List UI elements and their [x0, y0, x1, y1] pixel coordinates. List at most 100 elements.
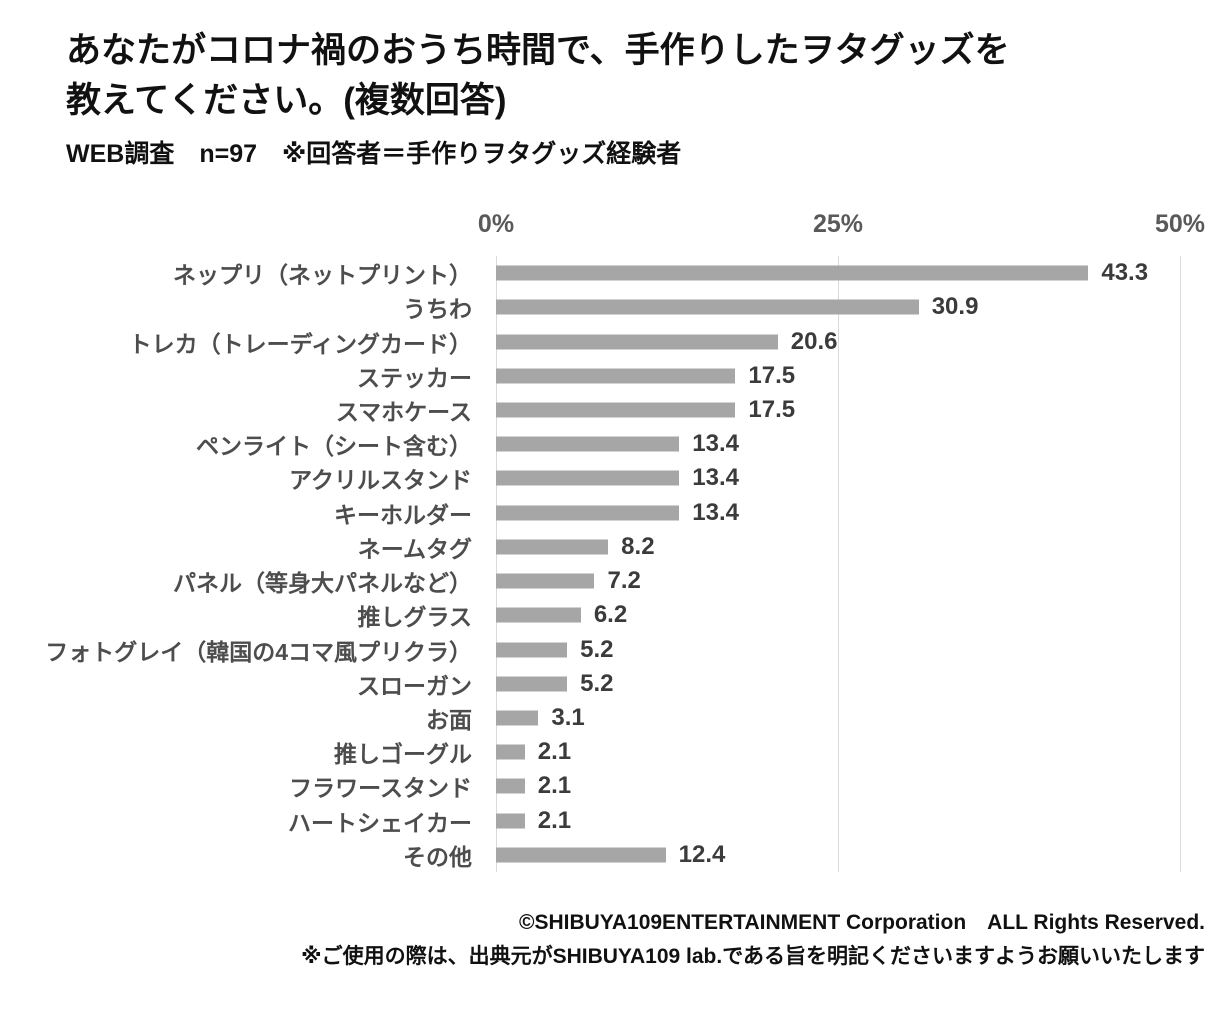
bar-track: 13.4 — [496, 461, 1180, 495]
bar-row: ネップリ（ネットプリント） 43.3 — [0, 256, 1229, 290]
bar-track: 6.2 — [496, 598, 1180, 632]
bar-track: 7.2 — [496, 564, 1180, 598]
value-label: 2.1 — [537, 772, 572, 800]
gridlines — [496, 256, 1181, 872]
bar-track: 17.5 — [496, 393, 1180, 427]
bar — [496, 778, 525, 794]
value-label: 13.4 — [692, 464, 740, 492]
category-label: 推しグラス — [357, 604, 472, 631]
source-note-text: ※ご使用の際は、出典元がSHIBUYA109 lab.である旨を明記くださいます… — [301, 945, 1205, 968]
category-label: お面 — [426, 706, 472, 733]
bar-track: 8.2 — [496, 530, 1180, 564]
bar — [496, 813, 525, 829]
category-label: その他 — [403, 843, 472, 870]
bar-track: 5.2 — [496, 632, 1180, 666]
gridline-0 — [496, 256, 497, 872]
category-label: ネームタグ — [357, 535, 472, 562]
bar-row: キーホルダー 13.4 — [0, 496, 1229, 530]
bar-track: 2.1 — [496, 769, 1180, 803]
chart-subtitle: WEB調査 n=97 ※回答者＝手作りヲタグッズ経験者 — [66, 140, 682, 168]
axis-tick-label: 0% — [477, 210, 515, 238]
bar — [496, 676, 568, 692]
bar — [496, 847, 666, 863]
bar — [496, 265, 1089, 281]
bar-row: スローガン 5.2 — [0, 667, 1229, 701]
bar-row: フォトグレイ（韓国の4コマ風プリクラ） 5.2 — [0, 632, 1229, 666]
category-label: キーホルダー — [334, 501, 472, 528]
value-label: 5.2 — [580, 635, 614, 663]
axis-tick-label: 25% — [812, 210, 864, 238]
bar-track: 12.4 — [496, 838, 1180, 872]
bar-track: 30.9 — [496, 290, 1180, 324]
category-label: うちわ — [403, 296, 472, 323]
value-label: 13.4 — [692, 498, 740, 526]
value-label: 30.9 — [931, 293, 979, 321]
category-label: トレカ（トレーディングカード） — [128, 330, 472, 357]
bar — [496, 607, 581, 623]
x-axis: 0% 25% 50% — [478, 210, 1205, 242]
axis-tick-label: 50% — [1154, 210, 1206, 238]
category-label: パネル（等身大パネルなど） — [173, 570, 472, 597]
bar-chart: ネップリ（ネットプリント） 43.3 うちわ 30.9 トレカ（トレーディングカード） 2… — [0, 256, 1229, 872]
bar-track: 5.2 — [496, 667, 1180, 701]
category-label: フラワースタンド — [289, 775, 472, 802]
bar-row: ステッカー 17.5 — [0, 359, 1229, 393]
bar-row: ペンライト（シート含む） 13.4 — [0, 427, 1229, 461]
value-label: 12.4 — [678, 840, 726, 868]
bar-row: ハートシェイカー 2.1 — [0, 804, 1229, 838]
value-label: 8.2 — [621, 532, 655, 560]
bar — [496, 642, 568, 658]
category-label: スマホケース — [335, 398, 472, 425]
category-label: ペンライト（シート含む） — [196, 433, 472, 460]
bar — [496, 368, 736, 384]
bar-row: お面 3.1 — [0, 701, 1229, 735]
value-label: 13.4 — [692, 430, 740, 458]
bar — [496, 334, 778, 350]
category-label: ステッカー — [357, 364, 472, 391]
bar-track: 13.4 — [496, 427, 1180, 461]
bar-row: パネル（等身大パネルなど） 7.2 — [0, 564, 1229, 598]
bar — [496, 436, 680, 452]
footer: ©SHIBUYA109ENTERTAINMENT Corporation ALL… — [301, 906, 1205, 974]
bar — [496, 470, 680, 486]
bar-row: スマホケース 17.5 — [0, 393, 1229, 427]
value-label: 2.1 — [537, 806, 572, 834]
bar — [496, 402, 736, 418]
bar-row: 推しゴーグル 2.1 — [0, 735, 1229, 769]
bar-track: 13.4 — [496, 496, 1180, 530]
value-label: 43.3 — [1101, 259, 1149, 287]
bar-row: ネームタグ 8.2 — [0, 530, 1229, 564]
gridline-25 — [838, 256, 839, 872]
bar-track: 3.1 — [496, 701, 1180, 735]
value-label: 7.2 — [607, 567, 641, 595]
bar — [496, 573, 595, 589]
bar — [496, 710, 539, 726]
bar-track: 20.6 — [496, 324, 1180, 358]
bar-track: 2.1 — [496, 735, 1180, 769]
chart-title: あなたがコロナ禍のおうち時間で、手作りしたヲタグッズを 教えてください。(複数回… — [66, 31, 1010, 120]
bar — [496, 744, 525, 760]
bar — [496, 299, 919, 315]
bar-row: アクリルスタンド 13.4 — [0, 461, 1229, 495]
bar-row: フラワースタンド 2.1 — [0, 769, 1229, 803]
value-label: 17.5 — [748, 395, 796, 423]
bar-track: 43.3 — [496, 256, 1180, 290]
category-label: ハートシェイカー — [288, 809, 472, 836]
category-label: アクリルスタンド — [289, 467, 472, 494]
bar-row: 推しグラス 6.2 — [0, 598, 1229, 632]
copyright-text: ©SHIBUYA109ENTERTAINMENT Corporation ALL… — [518, 911, 1205, 934]
bar-row: その他 12.4 — [0, 838, 1229, 872]
gridline-50 — [1180, 256, 1181, 872]
category-label: スローガン — [357, 672, 472, 699]
bar-track: 17.5 — [496, 359, 1180, 393]
bar-row: うちわ 30.9 — [0, 290, 1229, 324]
category-label: フォトグレイ（韓国の4コマ風プリクラ） — [45, 638, 472, 665]
category-label: ネップリ（ネットプリント） — [173, 262, 472, 289]
value-label: 3.1 — [551, 703, 585, 731]
value-label: 5.2 — [580, 669, 614, 697]
value-label: 20.6 — [790, 327, 838, 355]
value-label: 2.1 — [537, 738, 572, 766]
category-label: 推しゴーグル — [334, 741, 472, 768]
bar-track: 2.1 — [496, 804, 1180, 838]
value-label: 17.5 — [748, 361, 796, 389]
